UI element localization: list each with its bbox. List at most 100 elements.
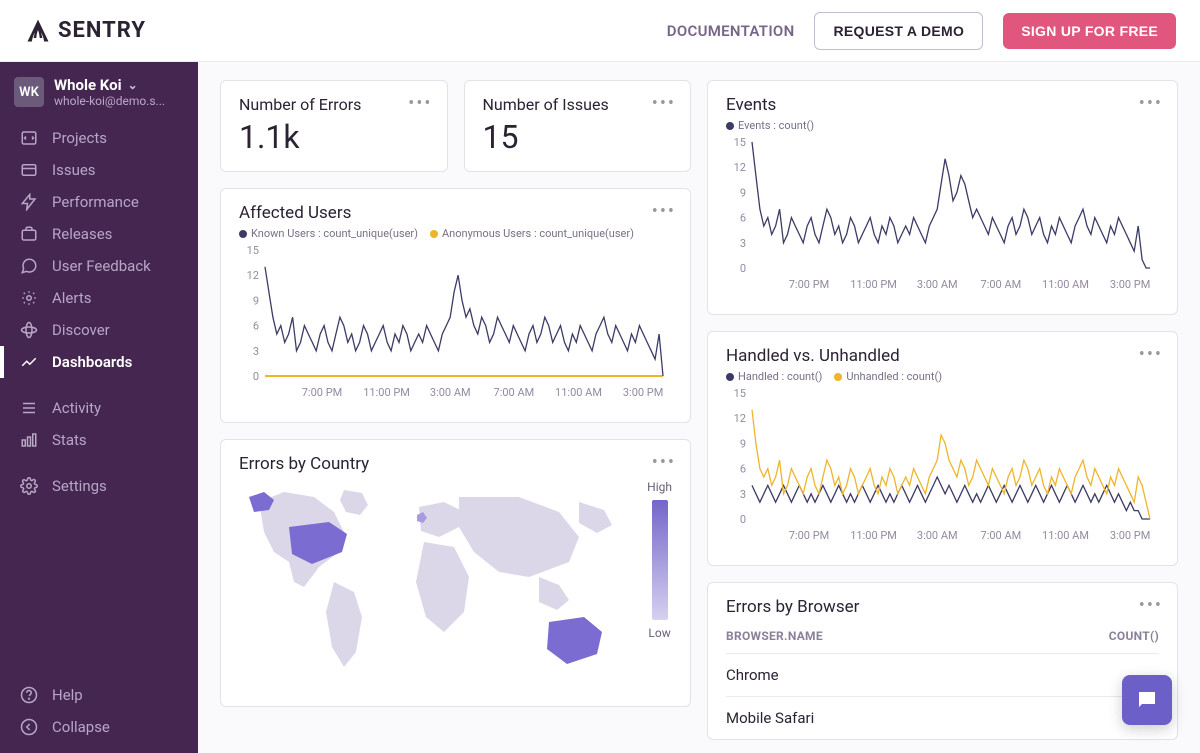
legend-item: Known Users : count_unique(user) [251, 227, 418, 240]
sidebar-label: Settings [52, 477, 107, 495]
top-actions: DOCUMENTATION REQUEST A DEMO SIGN UP FOR… [667, 12, 1176, 50]
legend-item: Handled : count() [738, 370, 822, 383]
svg-text:12: 12 [734, 161, 746, 174]
svg-text:3:00 AM: 3:00 AM [917, 278, 958, 291]
svg-text:9: 9 [253, 294, 259, 307]
nav-primary: Projects Issues Performance Releases Use… [0, 118, 198, 502]
legend-high: High [647, 480, 672, 494]
sidebar-item-dashboards[interactable]: Dashboards [0, 346, 198, 378]
svg-text:3:00 AM: 3:00 AM [430, 386, 471, 399]
svg-text:15: 15 [734, 389, 746, 400]
svg-text:15: 15 [734, 138, 746, 149]
dashboards-icon [20, 353, 38, 371]
browser-name: Mobile Safari [726, 709, 814, 727]
svg-text:0: 0 [740, 262, 746, 275]
svg-text:7:00 PM: 7:00 PM [302, 386, 342, 399]
chart-title: Errors by Country [239, 454, 672, 474]
svg-text:7:00 PM: 7:00 PM [789, 529, 829, 542]
chart-title: Events [726, 95, 1159, 115]
collapse-icon [20, 718, 38, 736]
svg-text:3: 3 [740, 488, 746, 501]
main-content: ••• Number of Errors 1.1k ••• Number of … [198, 62, 1200, 753]
svg-text:3:00 PM: 3:00 PM [623, 386, 663, 399]
chart-events: 151296307:00 PM11:00 PM3:00 AM7:00 AM11:… [726, 138, 1159, 302]
sidebar-item-alerts[interactable]: Alerts [0, 282, 198, 314]
world-map [239, 482, 672, 686]
card-handled-unhandled: ••• Handled vs. Unhandled Handled : coun… [707, 331, 1178, 566]
sidebar-item-settings[interactable]: Settings [0, 470, 198, 502]
card-number-of-errors: ••• Number of Errors 1.1k [220, 80, 448, 172]
svg-text:11:00 AM: 11:00 AM [1042, 278, 1089, 291]
performance-icon [20, 193, 38, 211]
sidebar-label: Collapse [52, 718, 110, 736]
sidebar-item-feedback[interactable]: User Feedback [0, 250, 198, 282]
chevron-down-icon: ⌄ [128, 78, 138, 92]
sentry-logo[interactable]: SENTRY [24, 17, 146, 45]
card-number-of-issues: ••• Number of Issues 15 [464, 80, 692, 172]
card-events: ••• Events Events : count() 151296307:00… [707, 80, 1178, 315]
documentation-link[interactable]: DOCUMENTATION [667, 22, 795, 40]
chat-fab[interactable] [1122, 675, 1172, 725]
sidebar-item-projects[interactable]: Projects [0, 122, 198, 154]
legend-item: Anonymous Users : count_unique(user) [442, 227, 634, 240]
sidebar-label: Performance [52, 193, 139, 211]
sentry-icon [24, 17, 52, 45]
discover-icon [20, 321, 38, 339]
sidebar-label: Releases [52, 225, 112, 243]
card-errors-by-country: ••• Errors by Country High Low [220, 439, 691, 707]
svg-text:3:00 AM: 3:00 AM [917, 529, 958, 542]
svg-text:7:00 AM: 7:00 AM [981, 278, 1022, 291]
table-row[interactable]: Chrome [726, 653, 1159, 696]
col-header: COUNT() [1109, 629, 1159, 643]
sidebar-item-releases[interactable]: Releases [0, 218, 198, 250]
card-menu[interactable]: ••• [1139, 93, 1163, 114]
sidebar-label: Discover [52, 321, 110, 339]
sidebar-item-issues[interactable]: Issues [0, 154, 198, 186]
sidebar-item-collapse[interactable]: Collapse [0, 711, 198, 743]
alerts-icon [20, 289, 38, 307]
svg-text:6: 6 [253, 320, 259, 333]
svg-text:6: 6 [740, 212, 746, 225]
sidebar-item-stats[interactable]: Stats [0, 424, 198, 456]
svg-text:9: 9 [740, 186, 746, 199]
topbar: SENTRY DOCUMENTATION REQUEST A DEMO SIGN… [0, 0, 1200, 62]
stat-value: 1.1k [239, 118, 429, 156]
projects-icon [20, 129, 38, 147]
col-header: BROWSER.NAME [726, 629, 823, 643]
card-menu[interactable]: ••• [652, 93, 676, 114]
sidebar-label: Dashboards [52, 353, 132, 371]
table-header: BROWSER.NAME COUNT() [726, 617, 1159, 653]
gradient-bar [652, 500, 668, 620]
sidebar-label: Help [52, 686, 83, 704]
legend-low: Low [648, 626, 670, 640]
sidebar: WK Whole Koi ⌄ whole-koi@demo.s... Proje… [0, 62, 198, 753]
table-row[interactable]: Mobile Safari72 [726, 696, 1159, 739]
svg-text:3: 3 [253, 345, 259, 358]
brand-text: SENTRY [58, 18, 146, 43]
sidebar-item-discover[interactable]: Discover [0, 314, 198, 346]
legend-item: Events : count() [738, 119, 814, 132]
sidebar-item-activity[interactable]: Activity [0, 392, 198, 424]
org-switcher[interactable]: WK Whole Koi ⌄ whole-koi@demo.s... [0, 62, 198, 118]
svg-text:11:00 PM: 11:00 PM [850, 529, 897, 542]
card-menu[interactable]: ••• [1139, 595, 1163, 616]
card-menu[interactable]: ••• [652, 452, 676, 473]
help-icon [20, 686, 38, 704]
sidebar-label: Alerts [52, 289, 92, 307]
chart-title: Errors by Browser [726, 597, 1159, 617]
request-demo-button[interactable]: REQUEST A DEMO [814, 12, 983, 50]
svg-text:11:00 AM: 11:00 AM [555, 386, 602, 399]
stat-value: 15 [483, 118, 673, 156]
issues-icon [20, 161, 38, 179]
card-menu[interactable]: ••• [408, 93, 432, 114]
svg-text:15: 15 [247, 246, 259, 257]
sidebar-item-performance[interactable]: Performance [0, 186, 198, 218]
signup-button[interactable]: SIGN UP FOR FREE [1003, 13, 1176, 49]
card-menu[interactable]: ••• [1139, 344, 1163, 365]
chart-legend: Handled : count() Unhandled : count() [726, 370, 1159, 383]
sidebar-item-help[interactable]: Help [0, 679, 198, 711]
card-affected-users: ••• Affected Users Known Users : count_u… [220, 188, 691, 423]
card-menu[interactable]: ••• [652, 201, 676, 222]
svg-text:3:00 PM: 3:00 PM [1110, 529, 1150, 542]
chart-affected: 151296307:00 PM11:00 PM3:00 AM7:00 AM11:… [239, 246, 672, 410]
